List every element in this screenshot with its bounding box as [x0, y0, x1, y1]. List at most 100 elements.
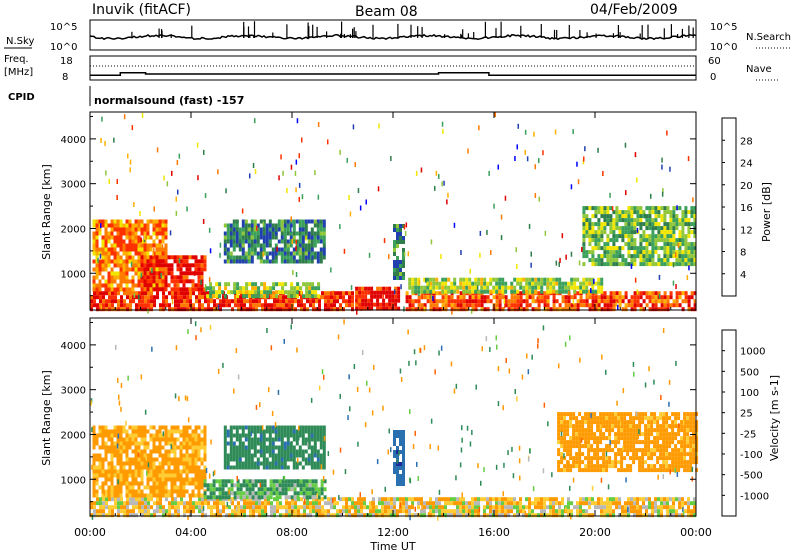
data-cell [289, 429, 293, 434]
data-cell [456, 285, 460, 290]
data-cell [621, 299, 625, 304]
data-cell [98, 453, 102, 458]
data-cell [131, 283, 135, 288]
data-cell [257, 286, 261, 291]
data-cell [510, 509, 513, 514]
data-cell [253, 433, 257, 438]
data-cell [578, 464, 582, 469]
data-cell [322, 449, 326, 454]
data-cell [95, 243, 99, 248]
data-cell [280, 247, 284, 252]
data-cell [182, 279, 186, 284]
data-cell [210, 513, 213, 518]
data-cell [286, 243, 290, 248]
data-cell [432, 295, 436, 300]
data-cell [173, 457, 177, 462]
data-cell [295, 461, 299, 466]
data-cell [170, 287, 174, 292]
data-cell [278, 290, 282, 295]
data-cell [134, 259, 138, 264]
data-cell [149, 267, 153, 272]
data-cell [119, 247, 123, 252]
data-cell [364, 294, 368, 299]
data-cell [271, 437, 275, 442]
data-cell [402, 224, 405, 228]
data-cell [390, 501, 393, 506]
data-cell [223, 235, 227, 240]
data-cell [402, 450, 405, 454]
data-cell [152, 227, 156, 232]
data-cell [116, 469, 120, 474]
data-cell [283, 465, 287, 470]
data-cell [597, 497, 600, 502]
data-cell [642, 254, 646, 259]
data-cell [132, 299, 135, 304]
data-cell [265, 235, 269, 240]
data-cell [123, 307, 126, 312]
data-cell [164, 231, 168, 236]
data-cell [308, 479, 312, 484]
data-cell [591, 254, 595, 259]
data-cell [471, 307, 475, 312]
data-cell [606, 307, 610, 312]
data-cell [465, 289, 469, 294]
data-cell [301, 453, 305, 458]
data-cell [158, 239, 162, 244]
data-cell [459, 497, 462, 502]
data-cell [194, 477, 198, 482]
data-cell [438, 307, 442, 312]
data-cell [131, 441, 135, 446]
data-cell [603, 501, 606, 506]
data-cell [146, 279, 150, 284]
data-cell [292, 259, 296, 264]
data-cell [277, 461, 281, 466]
data-cell [176, 275, 180, 280]
data-cell [618, 226, 622, 231]
data-cell [107, 429, 111, 434]
data-cell [203, 425, 207, 430]
data-cell [200, 481, 204, 486]
data-cell [314, 483, 318, 488]
data-cell [229, 453, 233, 458]
data-cell [348, 513, 351, 518]
data-cell [633, 262, 637, 267]
data-cell [633, 509, 636, 514]
data-cell [396, 232, 399, 236]
data-cell [675, 291, 679, 296]
data-cell [606, 505, 609, 510]
data-speckle [533, 131, 535, 137]
data-cell [675, 258, 679, 263]
data-cell [254, 294, 258, 299]
data-cell [593, 468, 597, 473]
data-cell [152, 469, 156, 474]
data-cell [107, 251, 111, 256]
data-cell [672, 230, 676, 235]
data-cell [247, 461, 251, 466]
data-cell [245, 491, 249, 496]
data-cell [597, 285, 601, 290]
data-cell [92, 461, 96, 466]
data-cell [678, 295, 682, 300]
data-cell [321, 509, 324, 514]
data-cell [313, 231, 317, 236]
data-cell [129, 299, 132, 304]
data-cell [578, 444, 582, 449]
data-cell [669, 218, 673, 223]
data-cell [254, 290, 258, 295]
data-cell [612, 258, 616, 263]
data-cell [342, 295, 345, 300]
data-cell [453, 303, 457, 308]
data-cell [594, 307, 598, 312]
data-cell [489, 513, 492, 518]
data-cell [277, 227, 281, 232]
data-cell [585, 497, 588, 502]
data-cell [322, 223, 326, 228]
data-speckle [160, 273, 162, 278]
data-cell [609, 206, 613, 211]
data-cell [197, 477, 201, 482]
data-cell [144, 295, 147, 300]
data-cell [182, 425, 186, 430]
data-cell [104, 223, 108, 228]
data-cell [298, 247, 302, 252]
data-cell [402, 264, 405, 268]
